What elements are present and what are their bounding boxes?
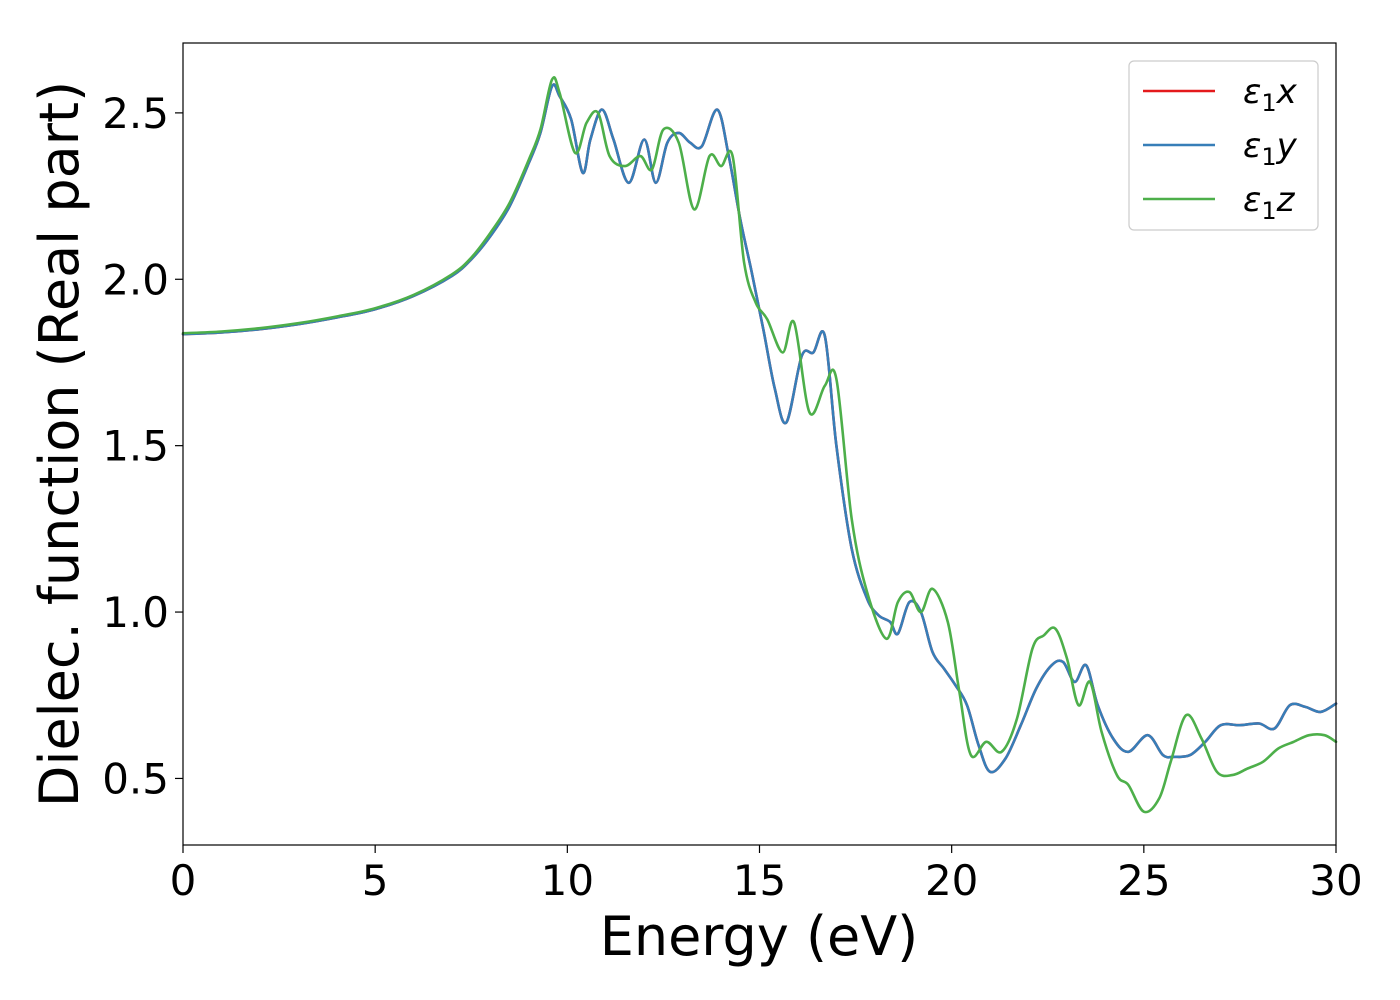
legend-label-x: ε1x: [1243, 72, 1298, 117]
y-tick-label: 1.0: [102, 588, 169, 637]
y-axis-title: Dielec. function (Real part): [28, 81, 91, 807]
y-tick-label: 0.5: [102, 754, 169, 803]
x-tick-label: 20: [925, 856, 978, 905]
x-tick-label: 25: [1117, 856, 1170, 905]
y-axis-ticks: 0.5 1.0 1.5 2.0 2.5: [102, 89, 183, 803]
x-tick-label: 10: [541, 856, 594, 905]
x-tick-label: 15: [733, 856, 786, 905]
legend-label-y: ε1y: [1243, 126, 1298, 171]
legend: ε1x ε1y ε1z: [1128, 60, 1319, 231]
x-tick-label: 5: [362, 856, 389, 905]
legend-box: [1128, 60, 1319, 231]
y-tick-label: 1.5: [102, 422, 169, 471]
x-axis-ticks: 0 5 10 15 20 25 30: [170, 845, 1363, 905]
series-layer: [181, 76, 1338, 814]
x-tick-label: 30: [1309, 856, 1362, 905]
legend-label-z: ε1z: [1243, 180, 1296, 225]
y-tick-label: 2.5: [102, 89, 169, 138]
x-tick-label: 0: [170, 856, 197, 905]
y-tick-label: 2.0: [102, 255, 169, 304]
x-axis-title: Energy (eV): [600, 905, 919, 968]
series-line-z: [181, 76, 1338, 814]
